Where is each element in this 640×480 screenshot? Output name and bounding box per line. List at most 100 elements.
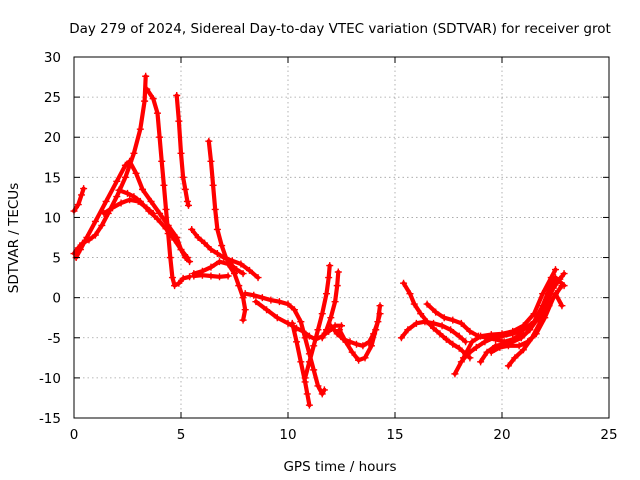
data-point <box>237 260 245 268</box>
data-point <box>102 197 110 205</box>
series-trace-5 <box>115 186 191 262</box>
data-point <box>436 330 444 338</box>
data-point <box>509 327 517 335</box>
data-point <box>126 157 134 165</box>
data-point <box>207 157 215 165</box>
data-point <box>258 294 266 302</box>
data-point <box>400 279 408 287</box>
data-point <box>226 260 234 268</box>
series-line <box>337 311 383 363</box>
y-tick-label: -10 <box>39 371 61 387</box>
data-point <box>231 270 238 278</box>
data-point <box>252 298 260 306</box>
y-tick-label: 15 <box>44 170 61 186</box>
data-point <box>213 250 221 258</box>
data-point <box>305 332 313 340</box>
data-point <box>323 326 331 334</box>
data-point <box>175 279 183 287</box>
x-axis-label: GPS time / hours <box>283 459 396 475</box>
data-point <box>549 284 557 292</box>
y-tick-label: -5 <box>48 331 61 347</box>
data-point <box>80 185 88 193</box>
series-trace-18 <box>335 310 384 364</box>
data-point <box>184 201 192 209</box>
data-point <box>109 204 117 212</box>
data-point <box>547 274 555 282</box>
series-trace-16 <box>318 268 342 342</box>
data-point <box>263 306 271 314</box>
data-point <box>335 326 343 334</box>
data-point <box>162 205 170 213</box>
data-point <box>207 246 215 254</box>
data-point <box>318 310 326 318</box>
x-tick-label: 20 <box>493 427 510 443</box>
data-point <box>406 290 414 298</box>
data-point <box>211 205 219 213</box>
data-point <box>327 314 335 322</box>
data-point <box>558 302 566 310</box>
gridlines <box>74 57 609 418</box>
data-point <box>372 326 380 334</box>
data-point <box>376 310 384 318</box>
data-point <box>421 318 429 326</box>
data-point <box>153 109 161 117</box>
y-tick-label: 20 <box>44 130 61 146</box>
data-point <box>222 254 230 262</box>
data-point <box>504 362 512 370</box>
data-point <box>560 270 568 278</box>
y-tick-label: 0 <box>52 291 61 307</box>
data-point <box>376 302 384 310</box>
data-point <box>327 322 335 330</box>
data-point <box>449 316 457 324</box>
data-point <box>117 199 125 207</box>
data-point <box>549 294 557 302</box>
data-point <box>216 273 224 281</box>
data-point <box>417 310 425 318</box>
data-point <box>239 270 247 278</box>
data-point <box>310 342 318 350</box>
data-point <box>519 322 527 330</box>
data-point <box>156 133 164 141</box>
data-point <box>318 390 326 398</box>
series-trace-20 <box>397 318 470 346</box>
data-point <box>100 209 108 217</box>
data-point <box>113 177 121 185</box>
y-tick-label: 25 <box>44 90 61 106</box>
data-point <box>297 318 305 326</box>
axis-ticks: 0 5 10 15 20 25 -15 -10 -5 0 5 10 15 20 25 30 <box>39 50 618 443</box>
data-point <box>504 342 512 350</box>
data-point <box>318 334 326 342</box>
data-point <box>239 316 247 324</box>
y-tick-label: 30 <box>44 50 61 66</box>
data-point <box>98 221 106 229</box>
series-trace-12 <box>241 290 328 398</box>
data-point <box>153 215 161 223</box>
data-point <box>91 231 99 239</box>
data-point <box>477 332 485 340</box>
series-trace-19 <box>400 279 474 362</box>
data-point <box>331 298 339 306</box>
data-point <box>515 342 523 350</box>
data-point <box>432 308 440 316</box>
series-trace-3 <box>72 157 194 266</box>
data-point <box>440 314 448 322</box>
data-point <box>164 229 172 237</box>
data-point <box>171 282 179 290</box>
x-tick-label: 15 <box>386 427 403 443</box>
data-point <box>511 354 519 362</box>
data-point <box>451 370 459 378</box>
data-point <box>348 348 356 356</box>
series-line <box>74 159 192 264</box>
data-point <box>213 225 221 233</box>
data-point <box>124 189 131 197</box>
data-point <box>188 225 196 233</box>
data-point <box>539 290 547 298</box>
data-point <box>218 242 226 250</box>
data-point <box>496 343 504 351</box>
data-point <box>558 282 566 290</box>
data-point <box>397 334 405 342</box>
y-tick-label: 5 <box>52 251 61 267</box>
data-point <box>241 306 249 314</box>
data-point <box>284 300 292 308</box>
data-point <box>177 246 185 254</box>
